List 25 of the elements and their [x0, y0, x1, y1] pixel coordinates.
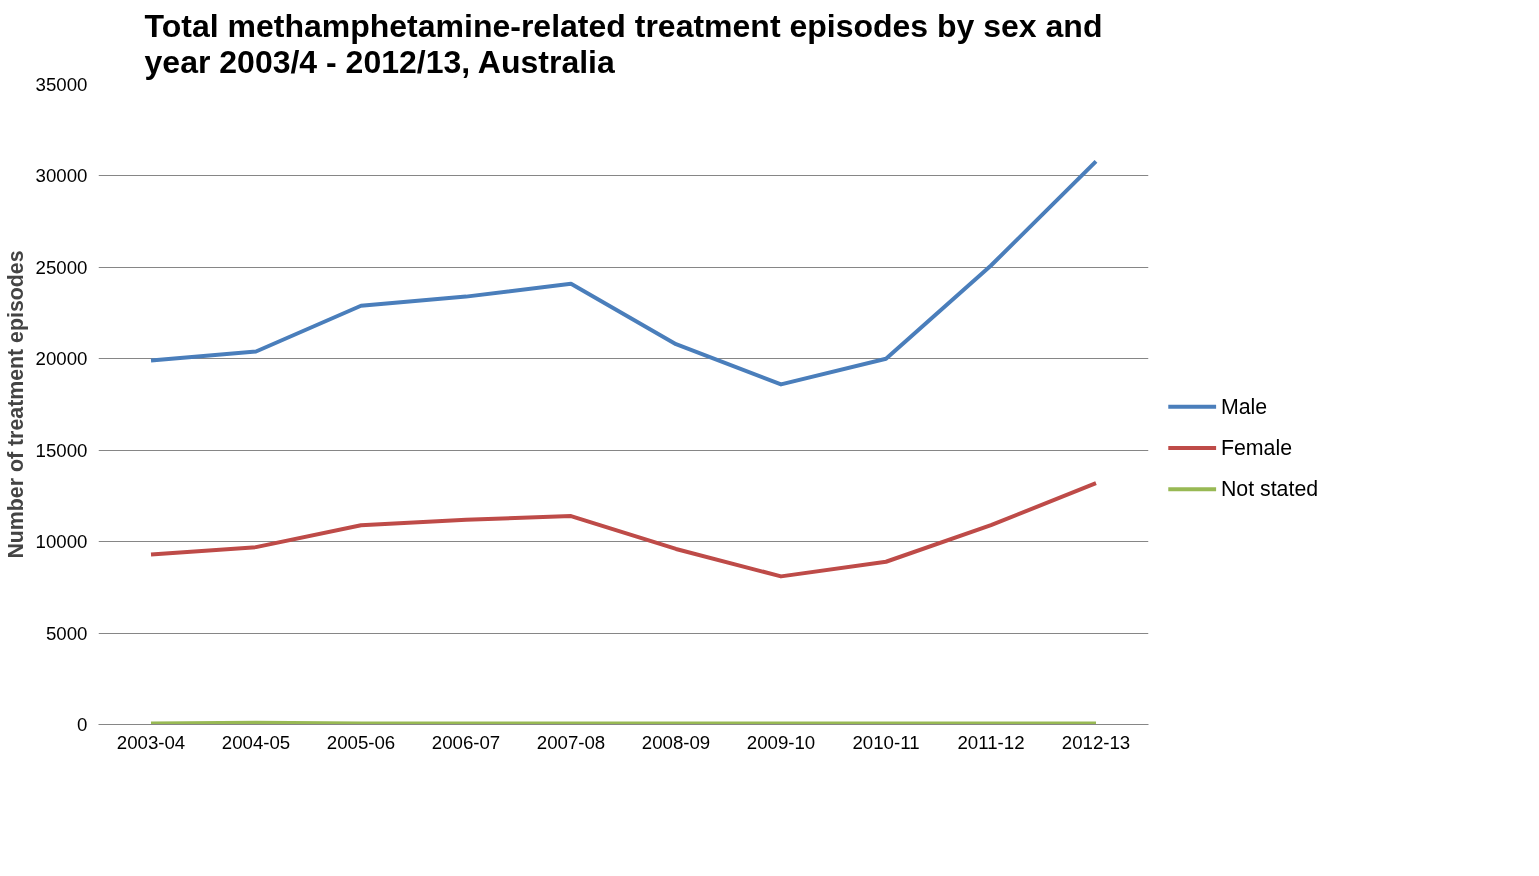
- x-tick-label: 2009-10: [746, 731, 816, 753]
- x-tick-label: 2005-06: [326, 731, 396, 753]
- y-tick-label: 10000: [35, 531, 88, 553]
- x-tick-label: 2011-12: [957, 731, 1025, 753]
- x-tick-label: 2004-05: [221, 731, 291, 753]
- y-tick-label: 35000: [35, 74, 88, 95]
- y-tick-label: 15000: [35, 439, 88, 461]
- legend-label: Not stated: [1220, 477, 1319, 502]
- x-tick-label: 2003-04: [116, 731, 186, 753]
- x-tick-label: 2008-09: [641, 731, 711, 753]
- x-tick-label: 2007-08: [536, 731, 606, 753]
- x-tick-label: 2012-13: [1061, 731, 1131, 753]
- legend-label: Female: [1220, 436, 1293, 461]
- y-tick-label: 0: [77, 714, 88, 735]
- legend-label: Male: [1220, 394, 1268, 419]
- chart-title: Total methamphetamine-related treatment episodes by sex and year 2003/4 - 2012/13, Australia: [144, 7, 1103, 80]
- y-tick-label: 20000: [35, 348, 88, 370]
- x-tick-label: 2010-11: [852, 731, 920, 753]
- x-tick-label: 2006-07: [431, 731, 501, 753]
- y-tick-label: 5000: [46, 622, 88, 644]
- y-tick-label: 30000: [35, 165, 88, 187]
- y-tick-label: 25000: [35, 256, 88, 278]
- line-series: [149, 159, 1098, 387]
- line-series: [149, 481, 1098, 579]
- y-axis-title: Number of treatment episodes: [3, 250, 28, 559]
